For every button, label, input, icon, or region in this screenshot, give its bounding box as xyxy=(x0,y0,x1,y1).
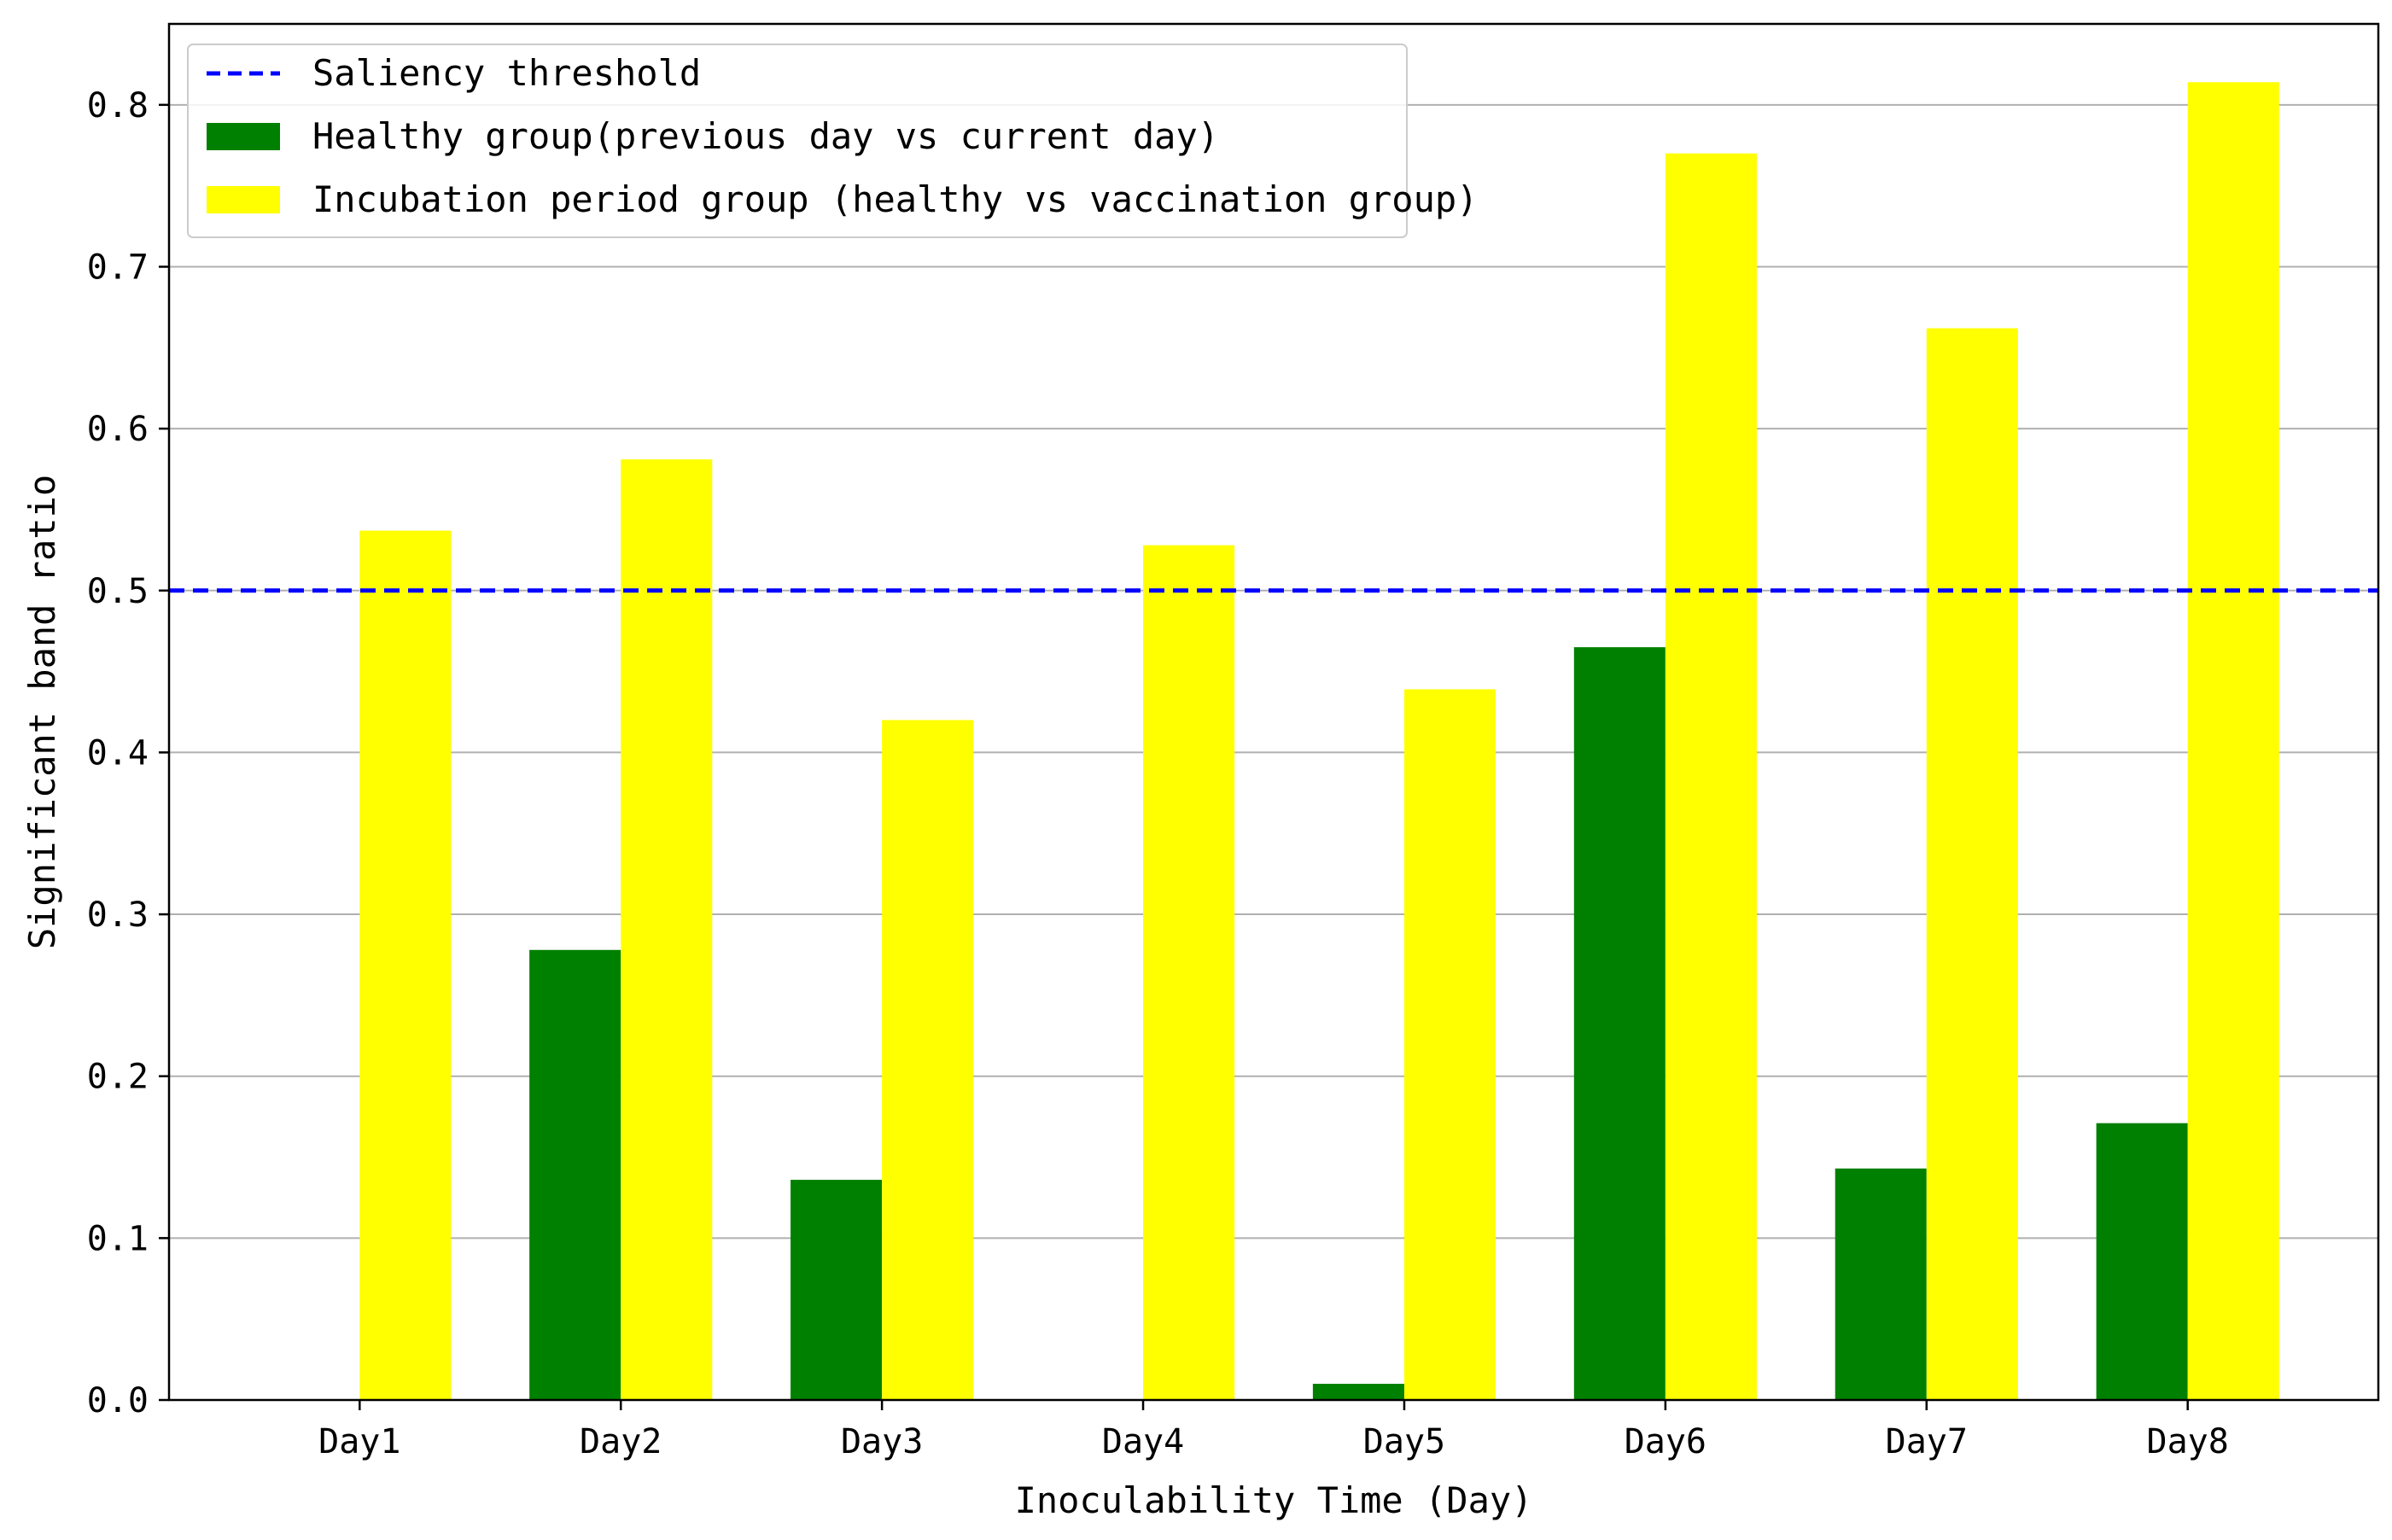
legend: Saliency threshold Healthy group(previou… xyxy=(187,44,1478,238)
bar-healthy-day8 xyxy=(2096,1123,2188,1400)
bar-healthy-day3 xyxy=(791,1180,883,1400)
legend-threshold-label: Saliency threshold xyxy=(312,52,701,94)
x-tick-label: Day1 xyxy=(318,1422,400,1461)
y-tick-label: 0.2 xyxy=(87,1058,149,1097)
bar-healthy-day5 xyxy=(1312,1384,1404,1400)
y-tick-label: 0.4 xyxy=(87,733,149,773)
legend-box xyxy=(187,44,1408,238)
legend-incubation-swatch xyxy=(207,186,280,213)
y-tick-label: 0.0 xyxy=(87,1381,149,1420)
bar-healthy-day6 xyxy=(1573,647,1666,1400)
bar-incubation-day4 xyxy=(1143,545,1235,1400)
y-tick-label: 0.1 xyxy=(87,1219,149,1258)
y-tick-label: 0.8 xyxy=(87,86,149,125)
bar-incubation-day7 xyxy=(1926,328,2018,1400)
legend-incubation-label: Incubation period group (healthy vs vacc… xyxy=(312,178,1478,220)
legend-healthy-swatch xyxy=(207,123,280,150)
bars xyxy=(359,82,2279,1400)
x-tick-label: Day4 xyxy=(1102,1422,1184,1461)
y-tick-label: 0.6 xyxy=(87,410,149,449)
bar-incubation-day2 xyxy=(621,459,713,1400)
bar-healthy-day7 xyxy=(1835,1168,1927,1400)
x-tick-label: Day5 xyxy=(1363,1422,1445,1461)
bar-incubation-day3 xyxy=(882,720,974,1400)
bar-incubation-day8 xyxy=(2187,82,2279,1400)
x-tick-label: Day8 xyxy=(2147,1422,2229,1461)
bar-incubation-day6 xyxy=(1665,153,1757,1400)
x-tick-label: Day7 xyxy=(1886,1422,1968,1461)
y-tick-label: 0.5 xyxy=(87,572,149,611)
x-axis: Day1 Day2 Day3 Day4 Day5 Day6 Day7 Day8 xyxy=(318,1400,2229,1461)
x-tick-label: Day2 xyxy=(580,1422,662,1461)
y-tick-label: 0.3 xyxy=(87,895,149,935)
x-tick-label: Day3 xyxy=(841,1422,923,1461)
y-axis: 0.0 0.1 0.2 0.3 0.4 0.5 0.6 0.7 0.8 xyxy=(87,86,169,1420)
x-tick-label: Day6 xyxy=(1625,1422,1706,1461)
plot-frame xyxy=(167,22,2380,1402)
y-axis-label: Significant band ratio xyxy=(21,475,63,949)
bar-incubation-day1 xyxy=(359,530,452,1400)
x-axis-label: Inoculability Time (Day) xyxy=(1015,1479,1533,1521)
legend-healthy-label: Healthy group(previous day vs current da… xyxy=(312,115,1219,157)
gridlines xyxy=(169,103,2378,1401)
y-tick-label: 0.7 xyxy=(87,248,149,287)
bar-healthy-day2 xyxy=(529,949,621,1400)
bar-incubation-day5 xyxy=(1403,689,1496,1400)
